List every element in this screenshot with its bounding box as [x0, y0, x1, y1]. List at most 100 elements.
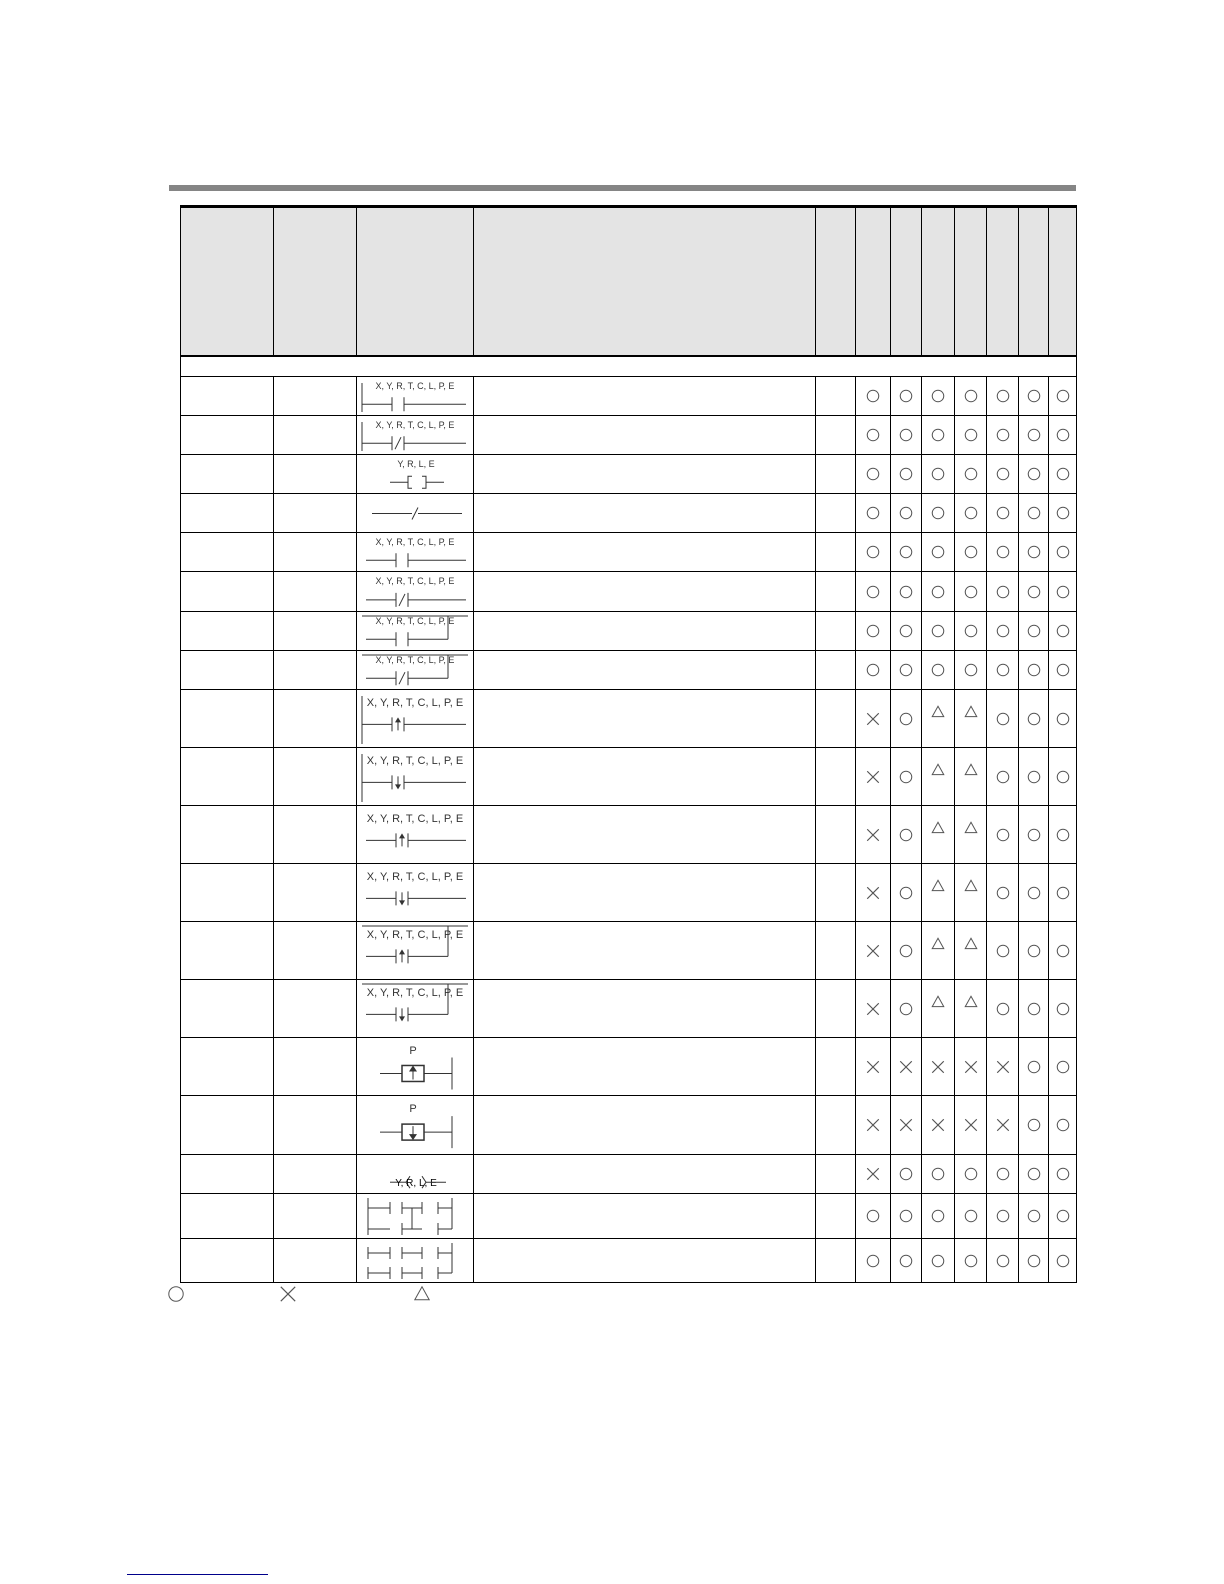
support-mark-cell: [954, 1238, 987, 1283]
table-cell: [273, 611, 357, 651]
circle-icon: [899, 1167, 913, 1181]
support-mark-cell: [855, 1037, 891, 1096]
circle-icon: [931, 389, 945, 403]
support-mark-cell: [986, 1154, 1019, 1194]
support-mark-cell: [855, 921, 891, 980]
table-cell: [815, 1193, 856, 1239]
ladder-symbol-alt-icon: Y, R, L, E: [390, 1175, 446, 1189]
ladder-symbol-cell: X, Y, R, T, C, L, P, E: [356, 979, 474, 1038]
table-cell: [815, 863, 856, 922]
circle-icon: [964, 428, 977, 442]
circle-icon: [1027, 506, 1040, 520]
cross-icon: [280, 1286, 296, 1302]
table-row: X, Y, R, T, C, L, P, E: [180, 415, 1077, 455]
support-mark-cell: [986, 650, 1019, 690]
header-cell: [356, 205, 474, 357]
support-mark-cell: [954, 1193, 987, 1239]
support-mark-cell: [855, 1095, 891, 1155]
ladder-symbol-cell: X, Y, R, T, C, L, P, E: [356, 532, 474, 572]
support-mark-cell: [954, 1095, 987, 1155]
table-cell: [180, 650, 274, 690]
circle-icon: [996, 624, 1009, 638]
circle-icon: [996, 506, 1009, 520]
support-mark-cell: [954, 650, 987, 690]
circle-icon: [996, 1254, 1009, 1267]
cross-icon: [964, 1060, 977, 1073]
support-mark-cell: [890, 376, 922, 416]
table-cell: [473, 376, 816, 416]
support-mark-cell: [921, 532, 955, 572]
triangle-icon: [963, 762, 978, 775]
circle-icon: [1056, 624, 1069, 638]
table-row: X, Y, R, T, C, L, P, E: [180, 863, 1077, 922]
table-row: X, Y, R, T, C, L, P, E: [180, 747, 1077, 806]
table-cell: [815, 454, 856, 494]
circle-icon: [996, 1002, 1009, 1015]
circle-icon: [899, 770, 913, 783]
support-mark-cell: [890, 611, 922, 651]
support-mark-cell: [1048, 1238, 1077, 1283]
svg-text:Y, R, L, E: Y, R, L, E: [395, 1178, 437, 1189]
table-row: X, Y, R, T, C, L, P, E: [180, 650, 1077, 690]
circle-icon: [899, 712, 913, 725]
legend: [0, 1284, 1224, 1304]
circle-icon: [996, 545, 1009, 559]
cross-icon: [866, 886, 880, 899]
table-cell: [473, 805, 816, 864]
table-row: X, Y, R, T, C, L, P, E: [180, 805, 1077, 864]
support-mark-cell: [1048, 747, 1077, 806]
cross-icon: [866, 1060, 880, 1073]
table-cell: [180, 454, 274, 494]
ladder-symbol-cell: X, Y, R, T, C, L, P, E: [356, 571, 474, 612]
ladder-symbol-cell: X, Y, R, T, C, L, P, E: [356, 689, 474, 748]
support-mark-cell: [890, 863, 922, 922]
table-cell: [273, 1154, 357, 1194]
support-mark-cell: [986, 863, 1019, 922]
table-row: X, Y, R, T, C, L, P, E: [180, 979, 1077, 1038]
circle-icon: [964, 545, 977, 559]
table-row: X, Y, R, T, C, L, P, E: [180, 689, 1077, 748]
table-cell: [180, 921, 274, 980]
circle-icon: [1056, 1060, 1069, 1073]
table-cell: [815, 689, 856, 748]
support-mark-cell: [890, 805, 922, 864]
triangle-icon: [931, 878, 945, 891]
link-underline[interactable]: [127, 1574, 268, 1575]
operand-label: X, Y, R, T, C, L, P, E: [367, 755, 463, 767]
circle-icon: [1027, 585, 1040, 598]
table-cell: [273, 979, 357, 1038]
support-mark-cell: [921, 1154, 955, 1194]
triangle-icon: [963, 994, 978, 1007]
circle-icon: [899, 886, 913, 899]
section-cell: [180, 355, 1077, 377]
support-mark-cell: [921, 493, 955, 533]
support-mark-cell: [986, 611, 1019, 651]
table-cell: [815, 979, 856, 1038]
circle-icon: [866, 428, 880, 442]
circle-icon: [1027, 1167, 1040, 1181]
cross-icon: [899, 1060, 913, 1073]
cross-icon: [866, 828, 880, 841]
header-cell: [180, 205, 274, 357]
circle-icon: [931, 545, 945, 559]
support-mark-cell: [954, 689, 987, 748]
support-mark-cell: [1018, 532, 1049, 572]
support-mark-cell: [1018, 863, 1049, 922]
table-cell: [180, 805, 274, 864]
table-cell: [473, 689, 816, 748]
ladder-symbol-no-par-icon: X, Y, R, T, C, L, P, E: [362, 615, 468, 646]
support-mark-cell: [1018, 979, 1049, 1038]
support-mark-cell: [954, 747, 987, 806]
support-mark-cell: [890, 1238, 922, 1283]
support-mark-cell: [1048, 1154, 1077, 1194]
ladder-symbol-p-up-icon: P: [380, 1045, 453, 1089]
table-cell: [473, 650, 816, 690]
table-cell: [473, 863, 816, 922]
ladder-symbol-nc-ser-icon: X, Y, R, T, C, L, P, E: [366, 576, 466, 607]
header-cell: [273, 205, 357, 357]
support-mark-cell: [1018, 611, 1049, 651]
table-cell: [273, 1095, 357, 1155]
support-mark-cell: [855, 454, 891, 494]
ladder-symbol-dn-rail-icon: X, Y, R, T, C, L, P, E: [361, 753, 466, 802]
support-mark-cell: [921, 376, 955, 416]
